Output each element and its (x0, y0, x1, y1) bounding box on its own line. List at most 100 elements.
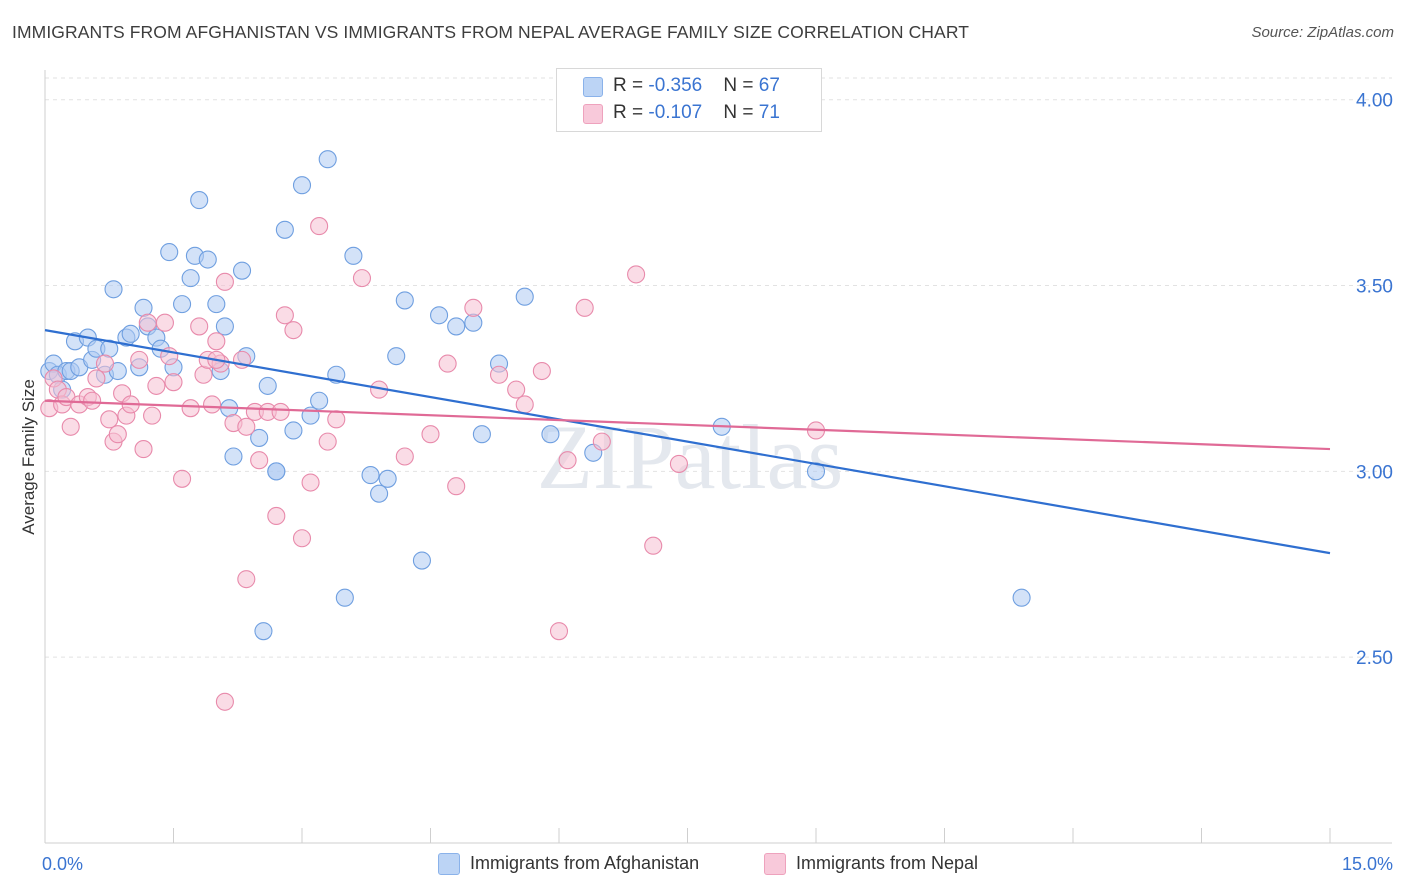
point-nepal (575, 298, 594, 317)
point-afghanistan (254, 622, 273, 641)
source-label: Source: ZipAtlas.com (1251, 24, 1394, 41)
point-nepal (207, 332, 226, 351)
n-value: 71 (758, 102, 780, 123)
point-afghanistan (215, 317, 234, 336)
n-label: N = (723, 75, 759, 96)
y-tick-label: 2.50 (1356, 648, 1393, 669)
point-afghanistan (318, 150, 337, 169)
trend-line-afghanistan (44, 329, 1331, 555)
r-value: -0.107 (648, 102, 703, 123)
y-tick-label: 3.50 (1356, 277, 1393, 298)
point-afghanistan (430, 306, 449, 325)
point-nepal (318, 432, 337, 451)
point-nepal (203, 395, 222, 414)
point-nepal (292, 529, 312, 548)
point-nepal (327, 410, 346, 429)
point-afghanistan (378, 469, 397, 488)
point-nepal (181, 399, 200, 418)
point-nepal (237, 417, 256, 436)
trend-lines (44, 329, 1331, 555)
point-afghanistan (250, 428, 269, 447)
point-afghanistan (541, 425, 560, 444)
point-nepal (627, 265, 646, 284)
point-nepal (138, 313, 157, 332)
point-nepal (61, 417, 80, 436)
point-nepal (549, 622, 569, 641)
r-label: R = (613, 75, 649, 96)
point-nepal (310, 217, 329, 236)
point-afghanistan (181, 269, 200, 288)
legend-swatch-blue (438, 853, 460, 875)
point-nepal (147, 376, 166, 395)
point-afghanistan (232, 261, 252, 280)
point-nepal (489, 365, 509, 384)
y-tick-label: 3.00 (1356, 462, 1393, 483)
legend-label: Immigrants from Afghanistan (470, 853, 700, 873)
point-afghanistan (395, 291, 414, 310)
point-nepal (164, 373, 183, 392)
point-afghanistan (121, 324, 140, 343)
point-nepal (87, 369, 106, 388)
point-nepal (592, 432, 611, 451)
point-nepal (190, 317, 209, 336)
point-nepal (669, 454, 688, 473)
trend-line-nepal (44, 399, 1331, 451)
y-axis-label: Average Family Size (19, 379, 38, 535)
point-afghanistan (472, 425, 491, 444)
legend-swatch-pink (583, 104, 603, 124)
point-nepal (558, 451, 577, 470)
point-nepal (515, 395, 534, 414)
point-nepal (438, 354, 457, 373)
point-afghanistan (267, 462, 286, 481)
tick-labels: 2.50 3.00 3.50 4.00 0.0% 15.0% (42, 91, 1393, 874)
point-nepal (134, 440, 153, 459)
point-afghanistan (292, 176, 312, 195)
point-nepal (83, 391, 102, 410)
point-afghanistan (224, 447, 243, 466)
axes (44, 70, 1392, 844)
r-value: -0.356 (648, 75, 703, 96)
point-afghanistan (515, 287, 534, 306)
point-nepal (108, 425, 127, 444)
point-nepal (284, 321, 303, 340)
point-afghanistan (198, 250, 217, 269)
point-nepal (250, 451, 269, 470)
point-afghanistan (104, 280, 123, 299)
legend-text: R = -0.356 N = 67 (613, 75, 780, 97)
point-nepal (301, 473, 320, 492)
point-afghanistan (207, 295, 226, 314)
x-tick-label: 0.0% (42, 854, 83, 874)
point-afghanistan (361, 466, 380, 485)
point-nepal (143, 406, 162, 425)
n-value: 67 (758, 75, 780, 96)
legend-swatch-blue (583, 77, 603, 97)
point-nepal (130, 350, 149, 369)
point-afghanistan (258, 376, 277, 395)
point-afghanistan (335, 588, 354, 607)
stats-legend: R = -0.356 N = 67 R = -0.107 N = 71 (556, 68, 822, 132)
point-nepal (155, 313, 174, 332)
data-points (40, 150, 1031, 711)
point-afghanistan (447, 317, 466, 336)
point-nepal (507, 380, 526, 399)
point-nepal (173, 469, 192, 488)
point-nepal (194, 365, 213, 384)
point-afghanistan (1012, 588, 1031, 607)
y-tick-label: 4.00 (1356, 91, 1393, 112)
point-afghanistan (190, 191, 209, 210)
point-nepal (352, 269, 372, 288)
point-afghanistan (284, 421, 303, 440)
point-afghanistan (160, 243, 179, 262)
point-nepal (215, 272, 234, 291)
point-nepal (275, 306, 294, 325)
point-nepal (267, 506, 286, 526)
point-nepal (644, 536, 663, 555)
legend-swatch-pink (764, 853, 786, 875)
point-nepal (464, 298, 483, 317)
point-nepal (447, 477, 466, 496)
point-afghanistan (173, 295, 192, 314)
point-nepal (95, 354, 115, 373)
point-afghanistan (387, 347, 406, 366)
n-label: N = (723, 102, 759, 123)
